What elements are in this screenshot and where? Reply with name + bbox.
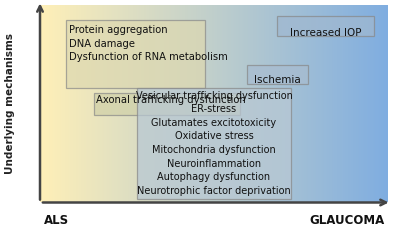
Text: Underlying mechanisms: Underlying mechanisms (6, 33, 16, 174)
Text: Protein aggregation
DNA damage
Dysfunction of RNA metabolism: Protein aggregation DNA damage Dysfuncti… (68, 25, 227, 63)
Text: ALS: ALS (44, 214, 69, 225)
FancyBboxPatch shape (94, 93, 240, 115)
Text: Increased IOP: Increased IOP (290, 28, 361, 38)
FancyBboxPatch shape (138, 88, 290, 198)
FancyBboxPatch shape (66, 20, 205, 88)
Text: Axonal trafficking dysfunction: Axonal trafficking dysfunction (96, 95, 246, 105)
Text: Ischemia: Ischemia (254, 75, 301, 85)
Text: Vesicular trafficking dysfunction
ER-stress
Glutamates excitotoxicity
Oxidative : Vesicular trafficking dysfunction ER-str… (136, 91, 292, 196)
FancyBboxPatch shape (247, 65, 308, 84)
FancyBboxPatch shape (277, 16, 374, 36)
Text: GLAUCOMA: GLAUCOMA (309, 214, 384, 225)
